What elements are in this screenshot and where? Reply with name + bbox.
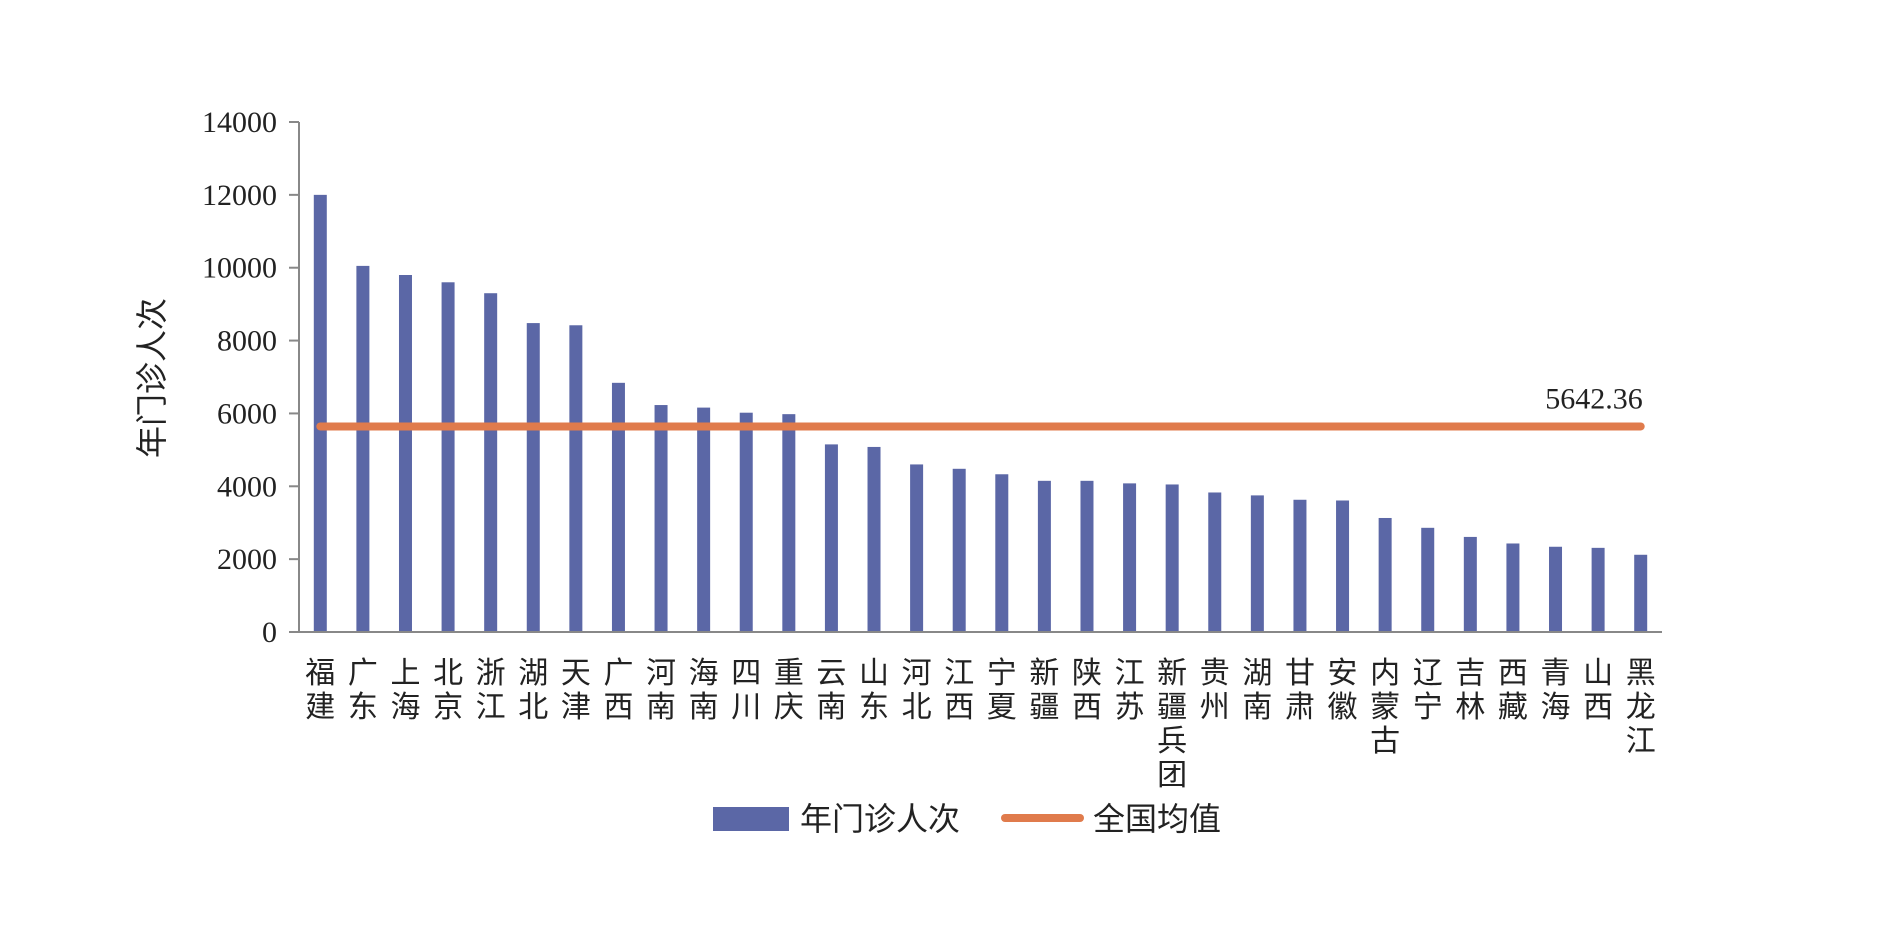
legend-label-bars: 年门诊人次 bbox=[800, 800, 960, 838]
bar bbox=[1378, 517, 1392, 632]
bar bbox=[1463, 536, 1477, 632]
bar bbox=[867, 446, 881, 632]
x-tick-label: 新疆 bbox=[1029, 656, 1059, 725]
bar bbox=[1549, 546, 1563, 632]
y-tick-label: 12000 bbox=[202, 179, 277, 212]
x-tick-label: 天津 bbox=[561, 656, 591, 725]
bar bbox=[356, 265, 370, 632]
x-tick-label: 浙江 bbox=[476, 656, 506, 725]
x-tick-label: 云南 bbox=[816, 656, 846, 725]
x-tick-label: 安徽 bbox=[1328, 656, 1358, 725]
x-tick-label: 湖南 bbox=[1242, 656, 1272, 725]
x-tick-label: 山东 bbox=[859, 656, 889, 725]
bar bbox=[995, 474, 1009, 632]
x-tick-label: 福建 bbox=[305, 656, 335, 725]
x-tick-label: 重庆 bbox=[774, 656, 804, 725]
y-tick-label: 4000 bbox=[217, 470, 277, 503]
x-axis: 福建广东上海北京浙江湖北天津广西河南海南四川重庆云南山东河北江西宁夏新疆陕西江苏… bbox=[299, 631, 1662, 793]
bar bbox=[1506, 543, 1520, 632]
bar bbox=[824, 444, 838, 632]
legend: 年门诊人次 全国均值 bbox=[713, 800, 1221, 838]
bar bbox=[1080, 480, 1094, 632]
y-axis: 0 2000 4000 6000 8000 10000 12000 14000 bbox=[202, 106, 300, 649]
x-tick-label: 新疆兵团 bbox=[1157, 656, 1187, 793]
x-tick-label: 吉林 bbox=[1455, 656, 1485, 725]
x-tick-label: 西藏 bbox=[1498, 656, 1528, 725]
y-tick-label: 0 bbox=[262, 616, 277, 649]
bar bbox=[1208, 492, 1222, 632]
y-tick-label: 14000 bbox=[202, 106, 277, 139]
legend-label-average: 全国均值 bbox=[1093, 800, 1221, 838]
x-tick-label: 河南 bbox=[646, 656, 676, 725]
x-tick-label: 青海 bbox=[1541, 656, 1571, 725]
bar bbox=[782, 414, 796, 632]
bar bbox=[1591, 547, 1605, 632]
x-tick-label: 广东 bbox=[348, 656, 378, 725]
x-tick-label: 上海 bbox=[390, 656, 420, 725]
y-tick-label: 6000 bbox=[217, 397, 277, 430]
x-tick-label: 广西 bbox=[603, 656, 633, 725]
bar bbox=[1165, 484, 1179, 632]
bar bbox=[1634, 554, 1648, 632]
x-tick-label: 江苏 bbox=[1115, 656, 1145, 725]
x-tick-label: 甘肃 bbox=[1285, 656, 1315, 725]
bars bbox=[313, 194, 1648, 632]
bar bbox=[1336, 500, 1350, 632]
x-tick-label: 贵州 bbox=[1200, 656, 1230, 725]
bar bbox=[1250, 495, 1264, 632]
bar bbox=[526, 323, 540, 632]
x-tick-label: 内蒙古 bbox=[1370, 656, 1400, 759]
x-tick-label: 江西 bbox=[944, 656, 974, 725]
x-tick-label: 宁夏 bbox=[987, 656, 1017, 725]
average-value-label: 5642.36 bbox=[1545, 382, 1643, 415]
bar bbox=[398, 275, 412, 632]
bar bbox=[1421, 527, 1435, 632]
bar bbox=[484, 293, 498, 632]
bar bbox=[313, 194, 327, 632]
x-tick-label: 山西 bbox=[1583, 656, 1613, 725]
average-line-group: 5642.36 bbox=[316, 382, 1645, 431]
bar bbox=[910, 464, 924, 632]
bar bbox=[654, 405, 668, 632]
bar bbox=[739, 412, 753, 632]
bar bbox=[697, 407, 711, 632]
x-tick-label: 四川 bbox=[731, 656, 761, 725]
x-tick-label: 黑龙江 bbox=[1626, 656, 1656, 759]
x-tick-label: 海南 bbox=[689, 656, 719, 725]
x-tick-label: 辽宁 bbox=[1413, 656, 1443, 725]
x-tick-label: 北京 bbox=[433, 656, 463, 725]
bar bbox=[1293, 499, 1307, 632]
x-tick-label: 湖北 bbox=[518, 656, 548, 725]
y-tick-label: 10000 bbox=[202, 252, 277, 285]
x-tick-label: 河北 bbox=[902, 656, 932, 725]
bar bbox=[952, 468, 966, 632]
y-tick-label: 8000 bbox=[217, 325, 277, 358]
y-tick-label: 2000 bbox=[217, 543, 277, 576]
bar bbox=[441, 282, 455, 632]
bar bbox=[1123, 483, 1137, 632]
bar bbox=[611, 382, 625, 632]
x-tick-label: 陕西 bbox=[1072, 656, 1102, 725]
bar bbox=[1037, 480, 1051, 632]
y-axis-title: 年门诊人次 bbox=[133, 298, 171, 458]
legend-swatch-bars bbox=[713, 807, 789, 831]
bar bbox=[569, 325, 583, 632]
